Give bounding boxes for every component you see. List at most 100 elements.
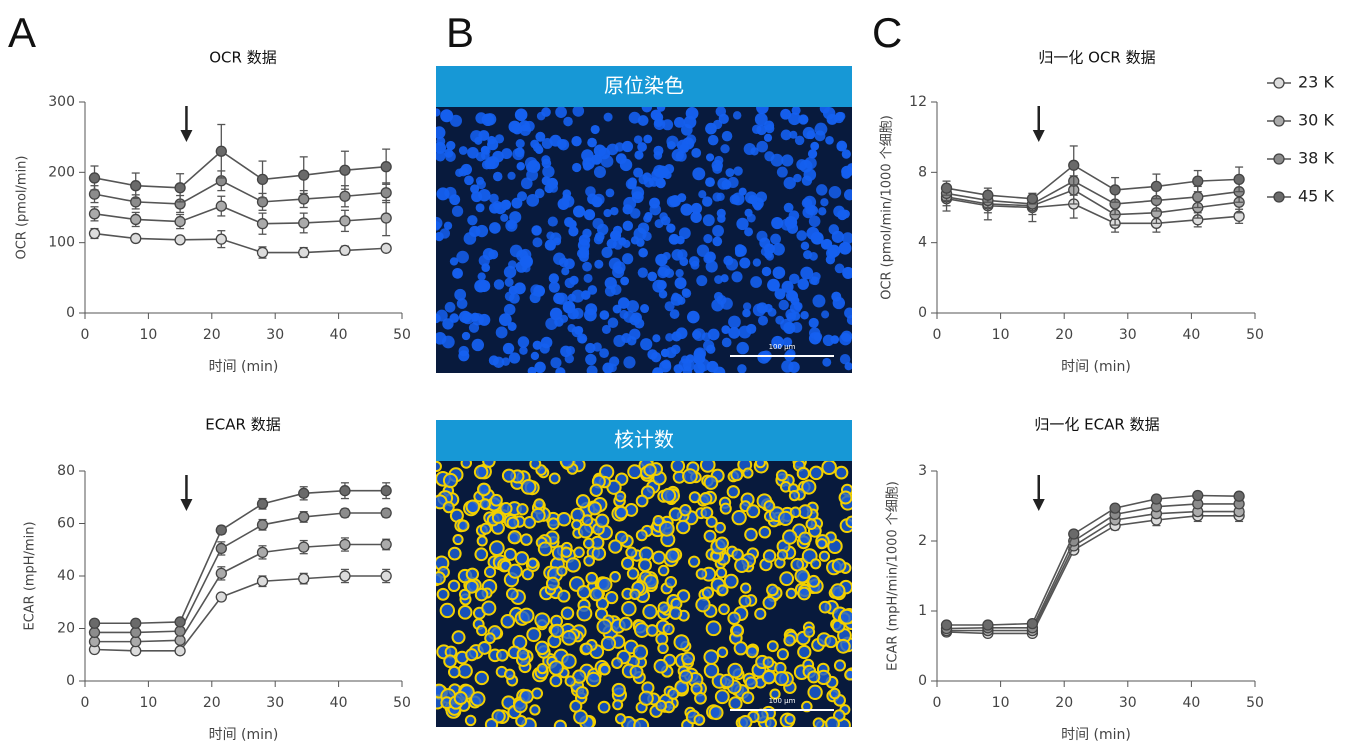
data-point xyxy=(298,572,310,585)
nucleus xyxy=(833,205,845,218)
x-tick-label: 0 xyxy=(81,695,90,711)
nucleus xyxy=(509,565,522,578)
nucleus xyxy=(731,469,742,480)
nucleus xyxy=(759,527,770,538)
nucleus xyxy=(584,539,593,548)
nucleus-outline xyxy=(529,704,541,716)
nucleus xyxy=(831,584,844,597)
data-point xyxy=(339,190,351,202)
nucleus xyxy=(840,492,852,504)
nucleus xyxy=(642,486,654,498)
series-line xyxy=(94,232,387,254)
nucleus xyxy=(652,334,661,343)
nucleus xyxy=(456,652,468,663)
nucleus xyxy=(466,581,478,593)
arrow-head xyxy=(180,499,193,511)
nucleus xyxy=(478,188,491,202)
nucleus xyxy=(460,590,470,599)
nucleus-outline xyxy=(473,464,489,480)
nucleus xyxy=(839,332,852,346)
nucleus xyxy=(695,715,704,725)
nucleus-outline xyxy=(465,567,480,581)
nucleus-outline xyxy=(784,713,796,725)
nucleus xyxy=(677,296,686,305)
nucleus xyxy=(616,714,625,723)
series-line xyxy=(94,543,387,643)
nucleus-outline xyxy=(557,589,571,603)
nucleus xyxy=(810,141,820,151)
nucleus xyxy=(483,113,497,126)
nucleus xyxy=(671,599,681,609)
nucleus-outline xyxy=(611,682,626,698)
nucleus xyxy=(549,661,563,675)
nucleus xyxy=(822,461,836,474)
nucleus xyxy=(666,549,679,562)
nucleus xyxy=(517,336,530,348)
nucleus-outline xyxy=(699,461,716,473)
nucleus xyxy=(530,461,540,469)
nucleus-outline xyxy=(805,518,818,530)
nucleus-outline xyxy=(670,461,686,474)
nucleus xyxy=(532,237,543,248)
nucleus xyxy=(678,590,689,602)
nucleus xyxy=(535,499,544,509)
nucleus-outline xyxy=(714,521,726,534)
nucleus xyxy=(754,112,768,126)
nucleus xyxy=(550,474,560,483)
nucleus xyxy=(778,299,789,311)
nucleus xyxy=(507,322,517,331)
nucleus xyxy=(820,552,829,561)
nucleus xyxy=(846,517,852,527)
nucleus xyxy=(764,550,775,562)
nucleus xyxy=(549,307,563,321)
nucleus xyxy=(466,649,477,660)
nucleus-outline xyxy=(476,482,491,497)
chart-title: ECAR 数据 xyxy=(205,416,280,434)
nucleus xyxy=(806,226,820,240)
nucleus xyxy=(750,276,763,288)
nucleus xyxy=(471,692,485,706)
nucleus-outline xyxy=(746,504,761,519)
nucleus xyxy=(607,317,619,329)
data-point xyxy=(298,246,310,259)
nucleus-outline xyxy=(465,648,479,662)
nucleus-outline xyxy=(657,601,670,614)
nucleus-outline xyxy=(812,717,825,727)
nucleus xyxy=(778,550,787,560)
nucleus xyxy=(585,342,596,354)
nucleus xyxy=(647,349,658,360)
nucleus-outline xyxy=(477,640,492,655)
nucleus xyxy=(528,559,537,568)
y-axis-label: OCR (pmol/min) xyxy=(15,156,30,260)
nucleus xyxy=(547,578,559,589)
nucleus xyxy=(707,517,717,527)
series-line xyxy=(946,197,1240,225)
nucleus xyxy=(436,126,446,139)
nucleus xyxy=(654,118,664,128)
nucleus xyxy=(534,188,545,199)
nucleus xyxy=(449,581,459,591)
y-tick-label: 300 xyxy=(48,94,75,110)
data-point xyxy=(256,196,269,208)
nucleus-outline xyxy=(476,624,488,637)
nucleus-outline xyxy=(559,461,575,469)
data-point xyxy=(215,524,227,536)
nucleus xyxy=(732,549,743,560)
nucleus xyxy=(756,140,768,153)
y-axis-label: ECAR (mpH/min/1000 个细胞) xyxy=(886,481,901,671)
nucleus-outline xyxy=(479,498,491,510)
series-line xyxy=(946,189,1240,216)
nucleus xyxy=(803,168,817,182)
nucleus xyxy=(690,492,700,502)
chart-title: 归一化 OCR 数据 xyxy=(1038,49,1155,67)
nucleus-outline xyxy=(618,616,633,631)
nucleus-outline xyxy=(731,510,747,526)
nucleus xyxy=(572,520,581,529)
x-tick-label: 50 xyxy=(1246,695,1264,711)
nucleus-outline xyxy=(705,620,722,637)
nucleus xyxy=(550,357,562,369)
x-tick-label: 20 xyxy=(203,327,221,343)
nucleus xyxy=(462,461,471,468)
nucleus xyxy=(493,512,503,523)
